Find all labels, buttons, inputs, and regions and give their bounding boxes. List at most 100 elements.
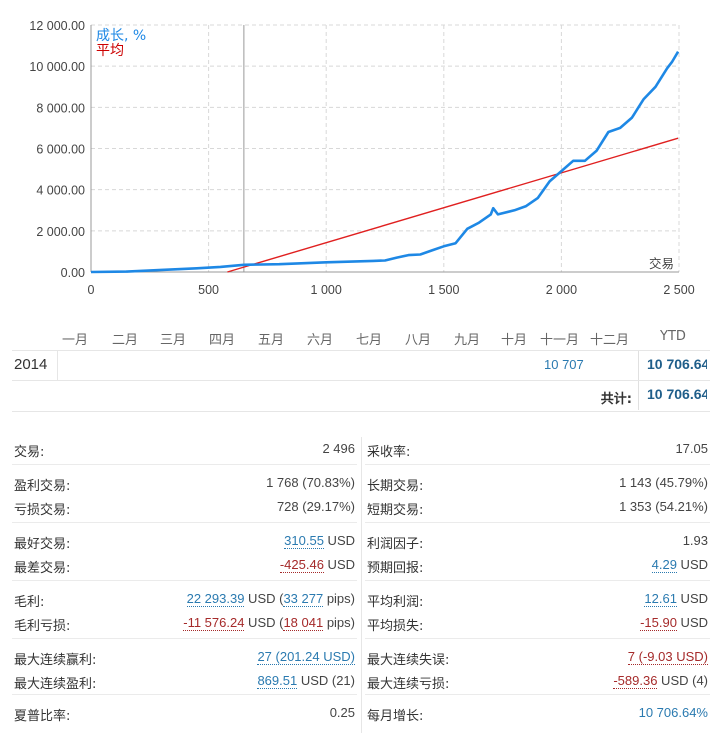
- stat-value: 0.25: [329, 705, 355, 720]
- stat-row: 长期交易: 1 143 (45.79%): [365, 471, 710, 495]
- stat-row: 毛利亏损: -11 576.24 USD (18 041 pips): [12, 611, 357, 635]
- stat-row: 最差交易: -425.46 USD: [12, 553, 357, 577]
- stat-label: 交易:: [14, 445, 45, 460]
- x-tick-label: 1 000: [311, 283, 342, 297]
- stat-row: 盈利交易: 1 768 (70.83%): [12, 471, 357, 495]
- month-header-row: 一月 二月 三月 四月 五月 六月 七月 八月 九月 十月 十一月 十二月 YTD: [12, 322, 710, 350]
- stat-row: 最好交易: 310.55 USD: [12, 529, 357, 553]
- stat-label: 毛利:: [14, 595, 45, 610]
- stat-value: 17.05: [675, 441, 708, 456]
- month-header-11: 十二月: [590, 333, 630, 348]
- stat-row: 平均损失: -15.90 USD: [365, 611, 710, 635]
- stat-row: 采收率: 17.05: [365, 437, 710, 461]
- chart-axes: [90, 25, 679, 273]
- stat-value: -15.90 USD: [640, 615, 708, 631]
- stat-value: 1.93: [682, 533, 708, 548]
- y-tick-label: 0.00: [61, 266, 85, 280]
- stat-row: 毛利: 22 293.39 USD (33 277 pips): [12, 587, 357, 611]
- stat-label: 最大连续失误:: [367, 653, 450, 668]
- chart-grid: [90, 24, 680, 273]
- month-header-10: 十一月: [540, 333, 580, 348]
- stat-row: 最大连续亏损: -589.36 USD (4): [365, 669, 710, 693]
- month-header-4: 五月: [258, 333, 285, 348]
- month-header-7: 八月: [405, 333, 432, 348]
- stat-label: 最大连续亏损:: [367, 677, 450, 692]
- x-tick-label: 500: [198, 283, 219, 297]
- y-tick-label: 4 000.00: [36, 184, 85, 198]
- stat-label: 利润因子:: [367, 537, 424, 552]
- stat-label: 短期交易:: [367, 503, 424, 518]
- y-tick-label: 8 000.00: [36, 101, 85, 115]
- stat-label: 最大连续赢利:: [14, 653, 97, 668]
- stat-label: 长期交易:: [367, 479, 424, 494]
- x-axis-label: 交易: [649, 256, 674, 271]
- stat-label: 最差交易:: [14, 561, 71, 576]
- y-tick-label: 6 000.00: [36, 143, 85, 157]
- stat-row: 每月增长: 10 706.64%: [365, 701, 710, 725]
- year-row: 2014 10 707 10 706.64: [12, 350, 710, 381]
- year-label: 2014: [14, 356, 48, 373]
- total-value: 10 706.64: [647, 386, 707, 402]
- stat-value: 22 293.39 USD (33 277 pips): [186, 591, 355, 607]
- stat-value: -425.46 USD: [279, 557, 355, 573]
- month-header-2: 三月: [160, 333, 187, 348]
- ytd-value: 10 706.64: [647, 356, 707, 372]
- stat-value: 10 706.64%: [638, 705, 708, 720]
- stat-value: 1 353 (54.21%): [619, 499, 708, 514]
- stat-label: 毛利亏损:: [14, 619, 71, 634]
- monthly-table: 一月 二月 三月 四月 五月 六月 七月 八月 九月 十月 十一月 十二月 YTD 2014 10 70…: [12, 322, 710, 412]
- stat-row: 交易: 2 496: [12, 437, 357, 461]
- stat-row: 最大连续失误: 7 (-9.03 USD): [365, 645, 710, 669]
- stat-value: 1 768 (70.83%): [266, 475, 355, 490]
- stat-value: 4.29 USD: [651, 557, 708, 573]
- series-average-line: [227, 137, 679, 273]
- stat-label: 平均损失:: [367, 619, 424, 634]
- stat-value: 869.51 USD (21): [257, 673, 355, 689]
- series-growth-line: [90, 50, 680, 274]
- stat-label: 盈利交易:: [14, 479, 71, 494]
- legend-average: 平均: [96, 43, 124, 59]
- month-header-1: 二月: [112, 333, 139, 348]
- stat-label: 最大连续盈利:: [14, 677, 97, 692]
- stat-row: 短期交易: 1 353 (54.21%): [365, 495, 710, 519]
- stat-value: 728 (29.17%): [276, 499, 355, 514]
- x-tick-label: 2 000: [546, 283, 577, 297]
- stat-label: 夏普比率:: [14, 709, 71, 724]
- month-header-8: 九月: [454, 333, 481, 348]
- stat-label: 预期回报:: [367, 561, 424, 576]
- stat-value: -589.36 USD (4): [613, 673, 708, 689]
- x-tick-label: 0: [88, 283, 95, 297]
- stat-value: 7 (-9.03 USD): [627, 649, 708, 665]
- x-tick-label: 2 500: [663, 283, 694, 297]
- month-header-0: 一月: [62, 333, 89, 348]
- month-header-12: YTD: [660, 329, 686, 344]
- month-value-nov: 10 707: [544, 357, 584, 372]
- stat-label: 采收率:: [367, 445, 411, 460]
- stat-value: 310.55 USD: [284, 533, 355, 549]
- stat-label: 平均利润:: [367, 595, 424, 610]
- total-row: 共计: 10 706.64: [12, 381, 710, 412]
- stat-row: 平均利润: 12.61 USD: [365, 587, 710, 611]
- stat-value: 27 (201.24 USD): [257, 649, 355, 665]
- month-header-9: 十月: [501, 333, 528, 348]
- growth-chart: 0.00 2 000.00 4 000.00 6 000.00 8 000.00 10 0…: [29, 19, 695, 297]
- stat-row: 预期回报: 4.29 USD: [365, 553, 710, 577]
- stat-value: -11 576.24 USD (18 041 pips): [183, 615, 355, 631]
- month-header-3: 四月: [209, 333, 236, 348]
- total-label: 共计:: [600, 392, 632, 407]
- stat-label: 每月增长:: [367, 709, 424, 724]
- stat-row: 最大连续盈利: 869.51 USD (21): [12, 669, 357, 693]
- y-tick-label: 10 000.00: [29, 60, 85, 74]
- stat-row: 利润因子: 1.93: [365, 529, 710, 553]
- stat-value: 12.61 USD: [644, 591, 708, 607]
- legend-growth: 成长, %: [96, 28, 146, 44]
- y-tick-label: 12 000.00: [29, 19, 85, 33]
- x-tick-label: 1 500: [428, 283, 459, 297]
- x-axis-ticks: 0 500 1 000 1 500 2 000 2 500: [88, 283, 695, 297]
- stat-row: 亏损交易: 728 (29.17%): [12, 495, 357, 519]
- stat-value: 2 496: [322, 441, 355, 456]
- y-axis-ticks: 0.00 2 000.00 4 000.00 6 000.00 8 000.00 10 0…: [29, 19, 85, 280]
- month-header-5: 六月: [307, 333, 334, 348]
- stat-row: 最大连续赢利: 27 (201.24 USD): [12, 645, 357, 669]
- stat-label: 亏损交易:: [14, 503, 71, 518]
